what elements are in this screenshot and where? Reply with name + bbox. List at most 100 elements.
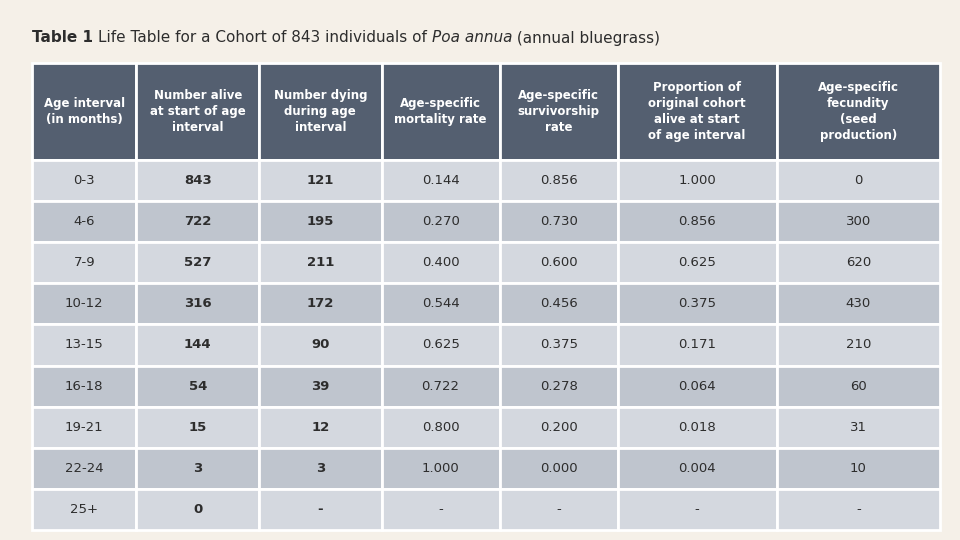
Text: 19-21: 19-21 [65,421,104,434]
Text: 0.544: 0.544 [421,298,460,310]
Text: 31: 31 [850,421,867,434]
Bar [777,407,940,448]
Bar [381,325,499,366]
Text: 0.625: 0.625 [678,256,716,269]
Text: -: - [318,503,324,516]
Bar [259,325,381,366]
Bar [381,63,499,160]
Text: -: - [856,503,861,516]
Bar [617,366,777,407]
Text: (annual bluegrass): (annual bluegrass) [513,30,660,45]
Bar [617,63,777,160]
Text: 60: 60 [850,380,867,393]
Text: 25+: 25+ [70,503,98,516]
Text: Poa annua: Poa annua [432,30,513,45]
Bar [499,242,617,284]
Text: 843: 843 [183,174,211,187]
Text: 13-15: 13-15 [65,339,104,352]
Text: 0.625: 0.625 [421,339,460,352]
Text: 0.270: 0.270 [421,215,460,228]
Text: Age interval
(in months): Age interval (in months) [43,97,125,126]
Bar [259,201,381,242]
Text: 0: 0 [854,174,862,187]
Bar [777,63,940,160]
Text: 620: 620 [846,256,871,269]
Bar [259,242,381,284]
Bar [499,489,617,530]
Text: 211: 211 [306,256,334,269]
Text: -: - [556,503,561,516]
Bar [259,448,381,489]
Bar [136,201,259,242]
Bar [381,448,499,489]
Text: -: - [438,503,443,516]
Bar [32,489,136,530]
Text: 10-12: 10-12 [65,298,104,310]
Bar [136,407,259,448]
Bar [32,448,136,489]
Text: 15: 15 [188,421,206,434]
Bar [136,284,259,325]
Text: 0.200: 0.200 [540,421,578,434]
Bar [32,242,136,284]
Text: 316: 316 [184,298,211,310]
Bar [499,366,617,407]
Text: 0.004: 0.004 [679,462,716,475]
Bar [259,366,381,407]
Text: 3: 3 [193,462,203,475]
Bar [381,407,499,448]
Text: 12: 12 [311,421,329,434]
Bar [259,160,381,201]
Text: Age-specific
fecundity
(seed
production): Age-specific fecundity (seed production) [818,81,899,142]
Text: Age-specific
survivorship
rate: Age-specific survivorship rate [517,89,600,134]
Bar [381,284,499,325]
Text: 0-3: 0-3 [73,174,95,187]
Bar [381,160,499,201]
Text: 0.456: 0.456 [540,298,578,310]
Text: 90: 90 [311,339,329,352]
Text: 7-9: 7-9 [73,256,95,269]
Text: 121: 121 [306,174,334,187]
Text: 0.000: 0.000 [540,462,578,475]
Bar [32,63,136,160]
Bar [381,242,499,284]
Text: 0.722: 0.722 [421,380,460,393]
Bar [136,489,259,530]
Bar [499,325,617,366]
Bar [381,489,499,530]
Text: -: - [695,503,700,516]
Text: 54: 54 [188,380,207,393]
Bar [617,407,777,448]
Bar [136,325,259,366]
Bar [32,407,136,448]
Bar [617,489,777,530]
Text: Age-specific
mortality rate: Age-specific mortality rate [395,97,487,126]
Bar [499,160,617,201]
Bar [499,284,617,325]
Text: 144: 144 [184,339,211,352]
Text: 0.064: 0.064 [679,380,716,393]
Text: 0.375: 0.375 [540,339,578,352]
Text: 10: 10 [850,462,867,475]
Text: 0: 0 [193,503,203,516]
Bar [617,325,777,366]
Text: 0.600: 0.600 [540,256,578,269]
Bar [32,284,136,325]
Text: 0.171: 0.171 [678,339,716,352]
Bar [136,242,259,284]
Bar [617,284,777,325]
Text: 0.856: 0.856 [678,215,716,228]
Bar [259,489,381,530]
Bar [259,63,381,160]
Bar [136,448,259,489]
Bar [777,242,940,284]
Text: Table 1: Table 1 [32,30,98,45]
Text: 0.018: 0.018 [678,421,716,434]
Bar [32,201,136,242]
Bar [617,160,777,201]
Bar [777,489,940,530]
Text: 430: 430 [846,298,871,310]
Text: Number alive
at start of age
interval: Number alive at start of age interval [150,89,246,134]
Text: 0.856: 0.856 [540,174,578,187]
Text: 300: 300 [846,215,871,228]
